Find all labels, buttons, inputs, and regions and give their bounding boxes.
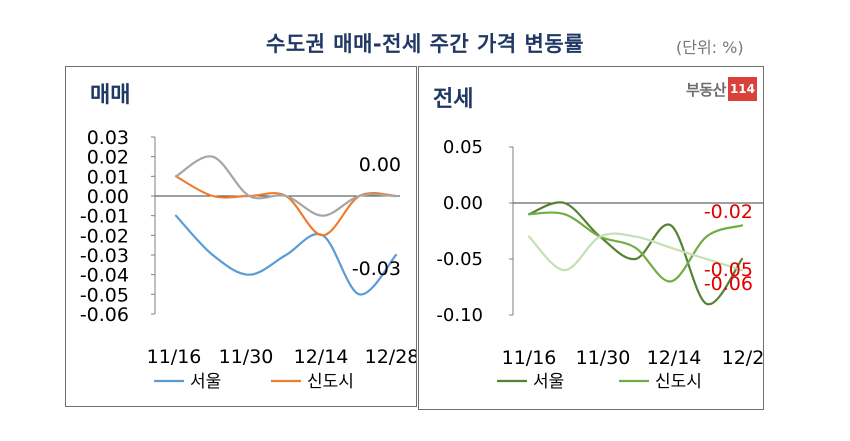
- x-tick-label: 11/16: [147, 346, 202, 368]
- y-tick-label: 0.02: [87, 147, 129, 169]
- y-tick-label: -0.04: [80, 265, 129, 287]
- y-tick-label: 0.00: [443, 193, 483, 214]
- legend-label: 서울: [533, 372, 564, 392]
- y-tick-label: -0.05: [80, 284, 129, 306]
- series-line-newtown: [527, 211, 744, 283]
- x-tick-label: 12/14: [294, 346, 349, 368]
- y-tick-label: 0.01: [87, 166, 129, 188]
- series-line-unlabeled: [527, 232, 744, 272]
- x-tick-label: 11/16: [502, 347, 557, 369]
- y-tick-label: -0.01: [80, 206, 129, 228]
- y-tick-label: 0.05: [443, 137, 483, 158]
- logo-text: 부동산: [686, 80, 726, 99]
- data-label: -0.05: [704, 259, 753, 281]
- logo-badge: 114: [727, 77, 757, 101]
- panel-jeonse: 0.05 0.00 -0.05 -0.10 11/16 11/30 12/14 12/28 -0…: [418, 66, 764, 410]
- y-tick-label: -0.06: [80, 304, 129, 326]
- series-line-newtown: [174, 175, 398, 237]
- x-tick-label: 11/30: [576, 347, 631, 369]
- y-tick-label: -0.02: [80, 225, 129, 247]
- series-line-seoul: [527, 201, 744, 306]
- data-label: -0.02: [704, 201, 753, 223]
- x-tick-label: 12/28: [365, 346, 416, 368]
- x-tick-label: 12/14: [647, 347, 702, 369]
- jeonse-chart-svg: 0.05 0.00 -0.05 -0.10 11/16 11/30 12/14 12/28 -0…: [436, 137, 763, 392]
- legend-label: 신도시: [655, 372, 702, 392]
- unit-label: (단위: %): [676, 38, 744, 57]
- x-tick-label: 12/28: [722, 347, 763, 369]
- logo: 부동산 114: [686, 77, 757, 101]
- series-line-seoul: [174, 214, 398, 296]
- sales-chart-svg: 0.030.020.010.00-0.01-0.02-0.03-0.04-0.0…: [80, 127, 416, 392]
- legend-label: 신도시: [307, 372, 354, 392]
- data-label: -0.03: [352, 258, 401, 280]
- data-label: 0.00: [359, 154, 401, 176]
- panel-jeonse-title: 전세: [433, 87, 474, 112]
- series-line-unlabeled: [174, 155, 398, 217]
- panel-sales: 0.03 0.02 0.01 0.00 -0.01 -0.02 -0.03 -0.04 -0.0…: [65, 66, 417, 407]
- data-label: -0.06: [704, 273, 753, 295]
- y-tick-label: -0.10: [436, 305, 483, 326]
- x-tick-label: 11/30: [219, 346, 274, 368]
- y-tick-label: -0.05: [436, 249, 483, 270]
- chart-title: 수도권 매매-전세 주간 가격 변동률: [266, 32, 584, 56]
- y-tick-label: 0.00: [87, 186, 129, 208]
- panel-sales-title: 매매: [90, 83, 131, 108]
- y-tick-label: -0.03: [80, 245, 129, 267]
- y-tick-label: 0.03: [87, 127, 129, 149]
- legend-label: 서울: [190, 372, 221, 392]
